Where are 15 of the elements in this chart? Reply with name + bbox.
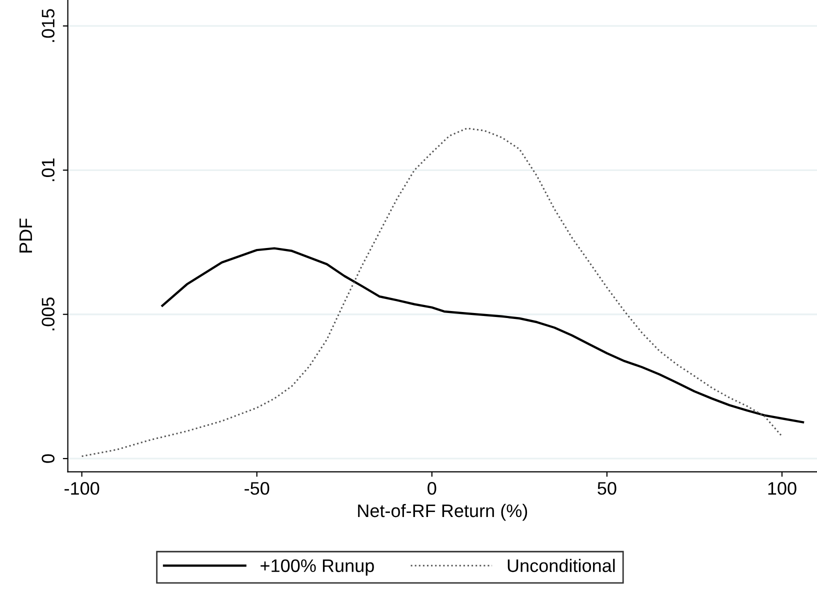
x-tick-label: 50: [598, 482, 616, 495]
y-tick-label: .01: [42, 158, 55, 182]
line-series: [81, 128, 783, 458]
x-axis-title: Net-of-RF Return (%): [358, 504, 528, 521]
x-tick-label: 100: [768, 482, 796, 495]
y-tick-label: .015: [42, 9, 55, 42]
y-tick-label: .005: [42, 298, 55, 330]
x-tick-label: -100: [64, 482, 100, 495]
x-tick-label: 0: [428, 482, 436, 495]
legend-label: +100% Runup: [260, 559, 374, 576]
x-tick-label: -50: [244, 482, 270, 495]
y-tick-label: 0: [42, 454, 55, 463]
legend-label: Unconditional: [508, 558, 615, 572]
line-series: [161, 247, 804, 424]
y-axis-title: PDF: [20, 218, 32, 252]
